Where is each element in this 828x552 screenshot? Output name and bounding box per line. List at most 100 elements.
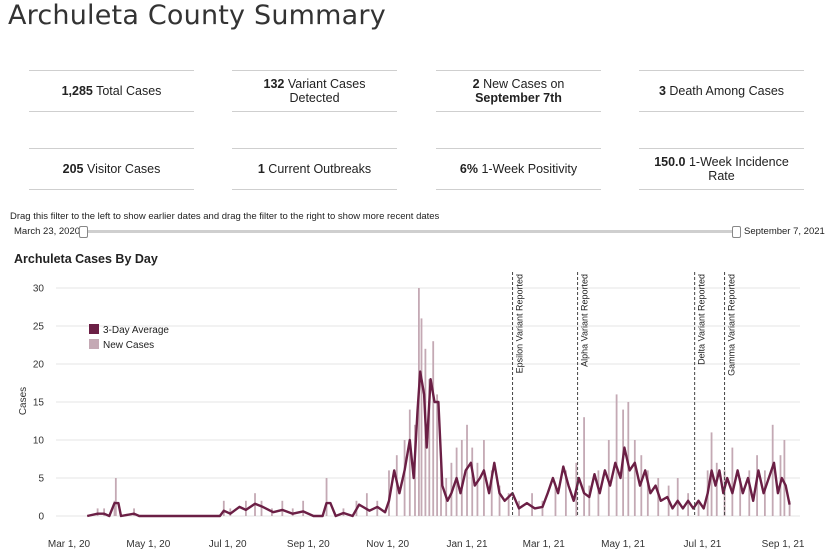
new-cases-bar <box>687 493 690 516</box>
y-tick-label: 20 <box>33 360 45 371</box>
new-cases-bar <box>133 508 135 516</box>
new-cases-bar <box>471 447 474 516</box>
new-cases-bar <box>583 417 585 516</box>
new-cases-bar <box>554 485 557 516</box>
card-positivity: 6% 1-Week Positivity <box>436 148 601 190</box>
chart-gridlines <box>56 287 800 517</box>
summary-cards: 1,285 Total Cases 132 Variant Cases Dete… <box>0 0 828 200</box>
filter-instruction: Drag this filter to the left to show ear… <box>10 211 440 222</box>
slider-end-handle[interactable] <box>732 226 741 238</box>
legend-swatch-new-cases <box>89 339 99 349</box>
variant-annotations: Epsilon Variant Reported Alpha Variant Re… <box>512 272 737 516</box>
date-slider-track[interactable] <box>83 230 739 233</box>
new-cases-bar <box>483 440 485 516</box>
new-cases-bar <box>376 500 379 516</box>
new-cases-bar <box>365 493 368 516</box>
card-deaths: 3 Death Among Cases <box>639 70 804 112</box>
x-tick-label: Jul 1, 20 <box>209 539 247 550</box>
slider-start-label: March 23, 2020 <box>14 226 81 237</box>
new-cases-bar <box>388 470 390 516</box>
new-cases-bar <box>498 485 501 516</box>
card-current-outbreaks: 1 Current Outbreaks <box>232 148 397 190</box>
new-cases-bar <box>640 455 643 516</box>
y-tick-label: 15 <box>33 398 45 409</box>
new-cases-bar <box>697 500 700 516</box>
average-line <box>86 370 791 518</box>
new-cases-bar <box>607 440 610 516</box>
new-cases-bar <box>627 402 630 516</box>
new-cases-bar <box>325 478 328 516</box>
new-cases-bar <box>96 508 99 516</box>
new-cases-bar <box>763 470 766 516</box>
x-tick-label: May 1, 21 <box>601 539 645 550</box>
new-cases-bar <box>783 440 786 516</box>
page-title: Archuleta County Summary <box>8 0 386 31</box>
x-tick-label: Sep 1, 20 <box>287 539 330 550</box>
new-cases-bar <box>229 508 232 516</box>
new-cases-bar <box>281 500 284 516</box>
new-cases-bar <box>597 470 600 516</box>
new-cases-bar <box>450 462 453 516</box>
new-cases-bar <box>408 409 411 516</box>
y-tick-label: 5 <box>38 474 44 485</box>
new-cases-bar <box>739 478 742 516</box>
new-cases-bar <box>676 478 679 516</box>
variant-annotation-label: Alpha Variant Reported <box>580 274 590 367</box>
new-cases-bar <box>633 440 636 516</box>
new-cases-bar <box>507 493 510 516</box>
new-cases-bar <box>428 379 431 516</box>
new-cases-bar <box>432 341 435 516</box>
new-cases-bar <box>103 508 106 516</box>
y-tick-label: 30 <box>33 284 45 295</box>
legend-label-new-cases: New Cases <box>103 340 154 351</box>
new-cases-bar <box>460 440 463 516</box>
new-cases-bar <box>731 447 734 516</box>
slider-start-handle[interactable] <box>79 226 88 238</box>
slider-end-label: September 7, 2021 <box>744 226 825 237</box>
x-tick-label: Jan 1, 21 <box>446 539 488 550</box>
card-incidence-rate: 150.0 1-Week Incidence Rate <box>639 148 804 190</box>
new-cases-bar <box>588 485 591 516</box>
x-tick-label: Nov 1, 20 <box>366 539 409 550</box>
y-tick-label: 10 <box>33 436 45 447</box>
new-cases-bar <box>788 500 791 516</box>
chart-legend: 3-Day Average New Cases <box>89 324 169 351</box>
card-new-cases: 2 New Cases on September 7th <box>436 70 601 112</box>
y-tick-label: 25 <box>33 322 45 333</box>
variant-annotation-label: Epsilon Variant Reported <box>515 274 525 373</box>
chart-axes: 0 5 10 15 20 25 30 Mar 1, 20 May 1, 20 Jul 1, 20 S… <box>33 284 805 551</box>
x-tick-label: Sep 1, 21 <box>762 539 805 550</box>
new-cases-bar <box>771 424 774 516</box>
y-axis-label: Cases <box>18 387 29 415</box>
x-tick-label: Jul 1, 21 <box>684 539 722 550</box>
card-variant-cases: 132 Variant Cases Detected <box>232 70 397 112</box>
new-cases-bar <box>541 500 544 516</box>
new-cases-bar <box>476 462 479 516</box>
new-cases-bar <box>657 478 660 516</box>
new-cases-bar <box>615 394 618 516</box>
new-cases-bar <box>440 455 442 516</box>
new-cases-bar <box>291 508 294 516</box>
x-tick-label: Mar 1, 20 <box>48 539 91 550</box>
new-cases-bar <box>222 500 225 516</box>
new-cases-bar <box>245 500 247 516</box>
new-cases-bar <box>260 500 263 516</box>
y-tick-label: 0 <box>38 512 44 523</box>
new-cases-bar <box>403 440 406 516</box>
card-total-cases: 1,285 Total Cases <box>29 70 194 112</box>
variant-annotation-label: Gamma Variant Reported <box>727 274 737 376</box>
new-cases-bar <box>748 470 751 516</box>
cases-by-day-chart: Epsilon Variant Reported Alpha Variant Re… <box>18 272 805 551</box>
new-cases-bar <box>113 500 116 516</box>
average-line-layer <box>86 370 791 518</box>
card-visitor-cases: 205 Visitor Cases <box>29 148 194 190</box>
new-cases-bar <box>715 462 718 516</box>
new-cases-bar <box>646 470 649 516</box>
new-cases-bar <box>490 470 493 516</box>
x-tick-label: Mar 1, 21 <box>523 539 566 550</box>
new-cases-bar <box>564 470 567 516</box>
new-cases-bar <box>436 394 439 516</box>
new-cases-bar <box>114 478 117 516</box>
chart-title: Archuleta Cases By Day <box>14 252 158 266</box>
new-cases-bar <box>756 455 758 516</box>
